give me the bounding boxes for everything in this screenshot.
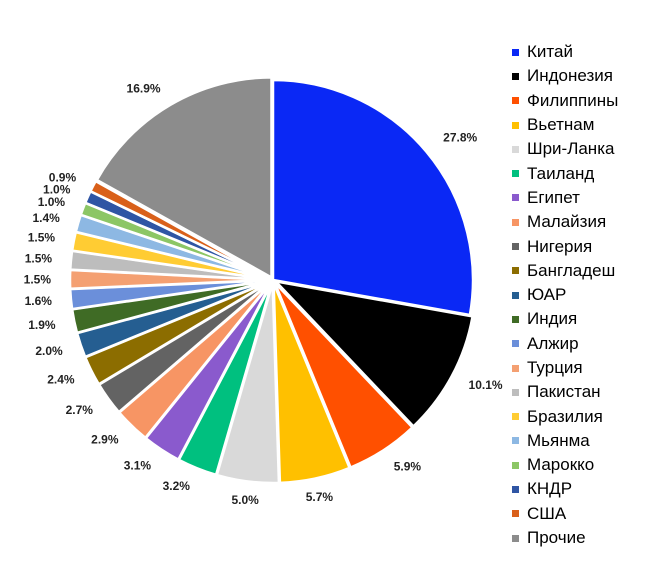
data-label-15: 1.5%	[28, 231, 56, 245]
data-label-12: 1.6%	[25, 294, 53, 308]
data-label-14: 1.5%	[25, 251, 53, 265]
legend-label: Турция	[527, 358, 583, 377]
legend-item: Филиппины	[512, 89, 618, 113]
legend-label: Филиппины	[527, 90, 619, 110]
legend-item: Алжир	[512, 332, 618, 356]
legend-swatch	[512, 534, 519, 542]
legend-label: Таиланд	[527, 163, 595, 183]
legend-label: Пакистан	[527, 382, 601, 402]
data-label-1: 10.1%	[469, 378, 503, 392]
legend: Китай Индонезия Филиппины Вьетнам Шри-Ланка Т…	[512, 40, 618, 550]
legend-swatch	[512, 97, 519, 105]
legend-item: КНДР	[512, 477, 618, 501]
legend-swatch	[512, 170, 519, 178]
legend-item: Марокко	[512, 453, 618, 477]
data-label-10: 2.0%	[35, 344, 63, 358]
legend-item: Вьетнам	[512, 113, 618, 137]
legend-item: Малайзия	[512, 210, 618, 234]
legend-label: Индонезия	[527, 66, 613, 86]
legend-item: Китай	[512, 40, 618, 64]
legend-swatch	[512, 291, 519, 299]
legend-label: КНДР	[527, 479, 573, 499]
legend-item: Таиланд	[512, 161, 618, 185]
legend-swatch	[512, 437, 519, 445]
data-label-8: 2.7%	[66, 403, 94, 417]
data-label-0: 27.8%	[443, 130, 477, 144]
legend-item: Бангладеш	[512, 259, 618, 283]
legend-label: Вьетнам	[527, 115, 595, 135]
data-label-13: 1.5%	[24, 272, 52, 286]
legend-item: США	[512, 502, 618, 526]
legend-swatch	[512, 72, 519, 80]
legend-label: Египет	[527, 187, 580, 207]
legend-swatch	[512, 485, 519, 493]
legend-swatch	[512, 48, 519, 56]
pie-slice-20	[95, 76, 273, 280]
pie-chart: 27.8% 10.1% 5.9% 5.7% 5.0% 3.2% 3.1% 2.9% 2.7% 2.…	[24, 76, 503, 507]
legend-item: Турция	[512, 356, 618, 380]
legend-swatch	[512, 461, 519, 469]
legend-label: Бангладеш	[527, 260, 616, 280]
pie-slice-0	[271, 78, 475, 317]
legend-swatch	[512, 315, 519, 323]
legend-item: Египет	[512, 186, 618, 210]
legend-label: США	[527, 503, 567, 523]
legend-label: Шри-Ланка	[527, 139, 615, 159]
legend-label: Мьянма	[527, 430, 590, 450]
legend-label: Китай	[527, 42, 573, 62]
data-label-9: 2.4%	[47, 373, 75, 387]
legend-swatch	[512, 218, 519, 226]
data-label-5: 3.2%	[163, 479, 191, 493]
legend-label: Малайзия	[527, 212, 607, 232]
data-label-7: 2.9%	[91, 432, 119, 446]
legend-swatch	[512, 413, 519, 421]
legend-label: Марокко	[527, 455, 595, 475]
data-label-18: 1.0%	[43, 182, 71, 196]
data-label-16: 1.4%	[32, 211, 60, 225]
legend-item: Нигерия	[512, 234, 618, 258]
legend-swatch	[512, 267, 519, 275]
data-label-4: 5.0%	[231, 493, 259, 507]
legend-label: ЮАР	[527, 285, 567, 305]
legend-item: Мьянма	[512, 429, 618, 453]
pie-slice-19	[88, 179, 271, 280]
legend-swatch	[512, 340, 519, 348]
legend-item: Бразилия	[512, 404, 618, 428]
legend-swatch	[512, 510, 519, 518]
legend-label: Индия	[527, 309, 578, 329]
legend-label: Нигерия	[527, 236, 593, 256]
legend-label: Бразилия	[527, 406, 603, 426]
legend-item: Прочие	[512, 526, 618, 550]
data-label-19: 0.9%	[49, 170, 77, 184]
legend-item: ЮАР	[512, 283, 618, 307]
legend-swatch	[512, 121, 519, 129]
pie-slice-1	[272, 279, 475, 429]
legend-item: Пакистан	[512, 380, 618, 404]
legend-item: Индия	[512, 307, 618, 331]
legend-item: Шри-Ланка	[512, 137, 618, 161]
legend-swatch	[512, 194, 519, 202]
legend-label: Прочие	[527, 528, 586, 548]
data-label-17: 1.0%	[38, 195, 66, 209]
data-label-3: 5.7%	[306, 490, 334, 504]
data-label-6: 3.1%	[124, 459, 152, 473]
legend-swatch	[512, 364, 519, 372]
legend-item: Индонезия	[512, 64, 618, 88]
legend-label: Алжир	[527, 333, 579, 353]
legend-swatch	[512, 388, 519, 396]
legend-swatch	[512, 145, 519, 153]
data-label-2: 5.9%	[394, 459, 422, 473]
data-label-20: 16.9%	[127, 82, 161, 96]
legend-swatch	[512, 243, 519, 251]
data-label-11: 1.9%	[28, 318, 56, 332]
